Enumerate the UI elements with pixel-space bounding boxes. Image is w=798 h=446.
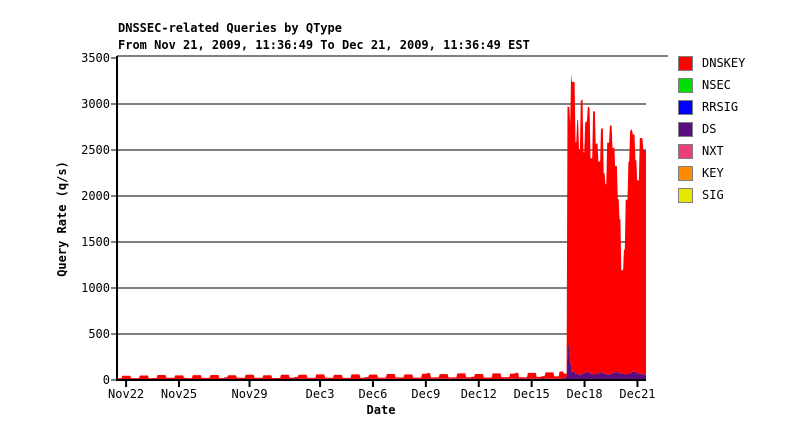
legend-item-rrsig: RRSIG	[678, 96, 745, 118]
y-tick-label-3000: 3000	[81, 97, 110, 111]
y-tick-label-2500: 2500	[81, 143, 110, 157]
legend-swatch-ds	[678, 121, 693, 137]
x-axis-title: Date	[366, 403, 396, 417]
legend-item-ds: DS	[678, 118, 745, 140]
legend-swatch-nsec	[678, 77, 693, 93]
legend-label-key: KEY	[702, 166, 724, 180]
x-tick-label-dec6: Dec6	[358, 387, 388, 401]
legend-item-sig: SIG	[678, 184, 745, 206]
legend-swatch-rrsig	[678, 99, 693, 115]
y-tick-label-1000: 1000	[81, 281, 110, 295]
x-tick-label-dec21: Dec21	[619, 387, 656, 401]
legend-label-rrsig: RRSIG	[702, 100, 739, 114]
legend-swatch-key	[678, 165, 693, 181]
y-tick-label-500: 500	[88, 327, 110, 341]
chart-title: DNSSEC-related Queries by QType	[118, 21, 342, 35]
y-axis-title: Query Rate (q/s)	[55, 161, 69, 277]
series-area-dnskey	[117, 73, 646, 380]
y-tick-label-0: 0	[102, 373, 110, 387]
legend-label-dnskey: DNSKEY	[702, 56, 746, 70]
chart-subtitle: From Nov 21, 2009, 11:36:49 To Dec 21, 2…	[118, 38, 530, 52]
legend-label-sig: SIG	[702, 188, 724, 202]
x-tick-label-dec15: Dec15	[513, 387, 550, 401]
x-tick-label-nov22: Nov22	[108, 387, 145, 401]
y-tick-label-1500: 1500	[81, 235, 110, 249]
legend-item-dnskey: DNSKEY	[678, 52, 745, 74]
y-tick-label-3500: 3500	[81, 51, 110, 65]
x-tick-label-dec9: Dec9	[411, 387, 441, 401]
legend-item-nsec: NSEC	[678, 74, 745, 96]
legend-swatch-sig	[678, 187, 693, 203]
legend-label-ds: DS	[702, 122, 717, 136]
legend-swatch-nxt	[678, 143, 693, 159]
y-tick-label-2000: 2000	[81, 189, 110, 203]
x-tick-label-dec3: Dec3	[305, 387, 335, 401]
x-tick-label-dec18: Dec18	[566, 387, 603, 401]
legend-swatch-dnskey	[678, 55, 693, 71]
legend-label-nxt: NXT	[702, 144, 724, 158]
chart-legend: DNSKEY NSEC RRSIG DS NXT KEY SIG	[678, 52, 745, 206]
x-tick-label-nov25: Nov25	[160, 387, 198, 401]
x-tick-label-nov29: Nov29	[231, 387, 268, 401]
series-area-ds	[117, 346, 646, 380]
legend-label-nsec: NSEC	[702, 78, 731, 92]
legend-item-nxt: NXT	[678, 140, 745, 162]
legend-item-key: KEY	[678, 162, 745, 184]
x-tick-label-dec12: Dec12	[460, 387, 497, 401]
